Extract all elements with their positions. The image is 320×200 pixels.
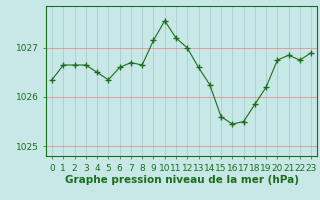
X-axis label: Graphe pression niveau de la mer (hPa): Graphe pression niveau de la mer (hPa) bbox=[65, 175, 299, 185]
